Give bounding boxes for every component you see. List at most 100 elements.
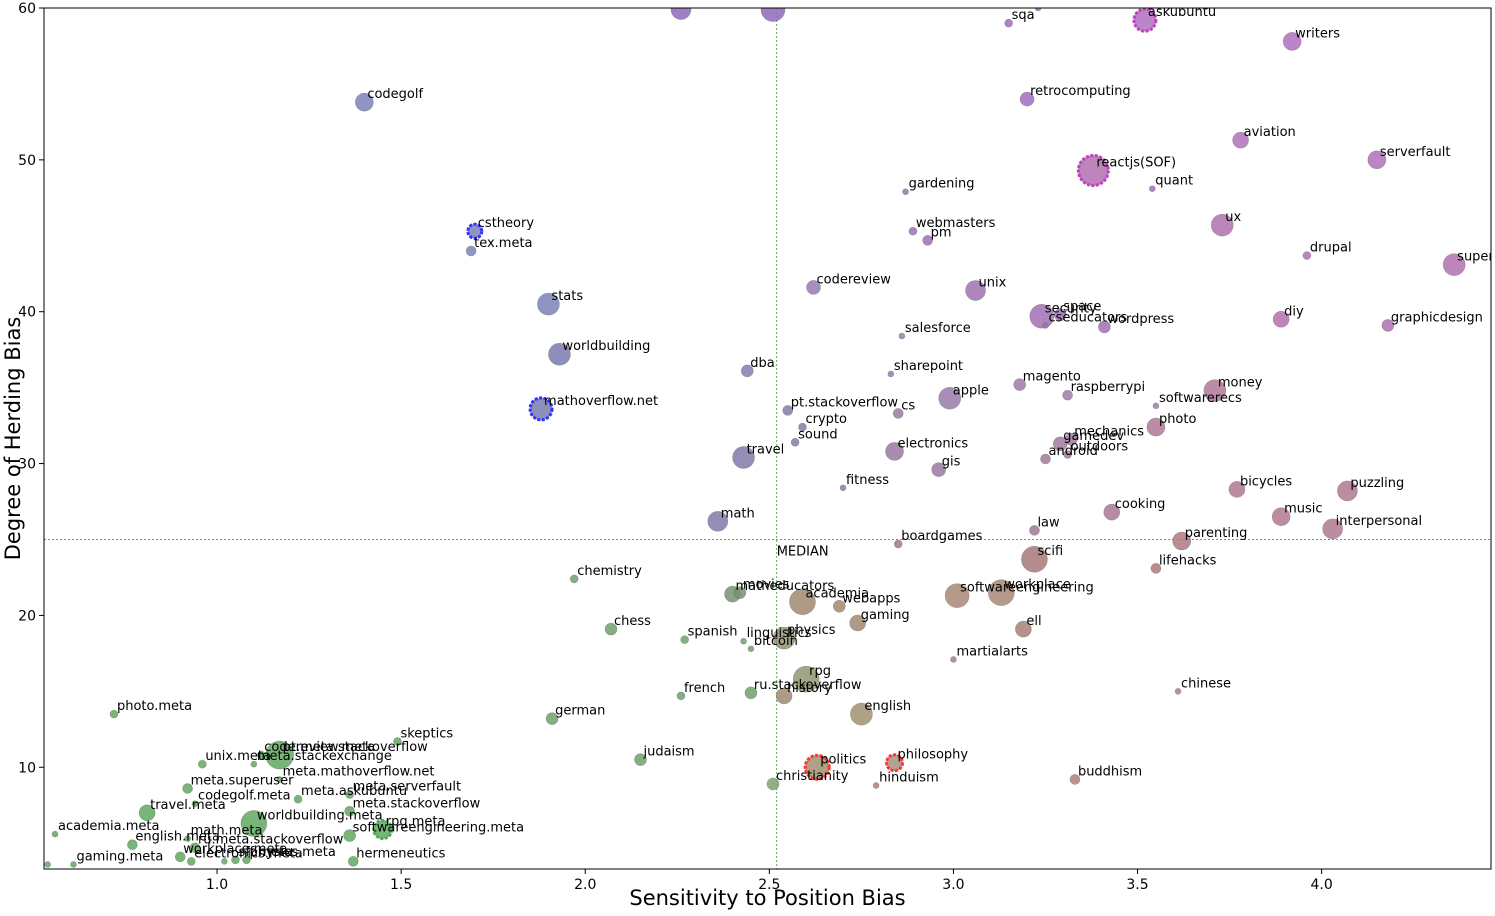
point-marker — [1042, 322, 1049, 329]
point-marker — [747, 645, 755, 653]
point-highlight-ring — [1076, 153, 1110, 187]
point-marker — [1272, 310, 1290, 328]
point-label: interpersonal — [1336, 514, 1422, 529]
point-label: raspberrypi — [1071, 380, 1146, 395]
point-label: datascience — [1317, 0, 1395, 3]
point-label: dba — [750, 356, 774, 371]
point-marker — [892, 408, 904, 419]
point-label: unix.meta — [205, 749, 271, 764]
point-marker — [950, 656, 957, 663]
point-label: quant — [1155, 174, 1193, 189]
point-label: stats — [551, 289, 583, 304]
point-label: superuser — [1457, 250, 1495, 265]
point-label: rpg — [809, 664, 831, 679]
point-label: salesforce — [905, 321, 971, 336]
point-label: ux — [1225, 210, 1241, 225]
point-highlight-ring — [372, 819, 394, 841]
point-label: travel.meta — [150, 798, 226, 813]
point-marker — [569, 574, 579, 584]
point-marker — [766, 777, 780, 791]
point-label: fitness — [846, 473, 889, 488]
point-label: scifi — [1037, 544, 1063, 559]
plot-frame — [43, 7, 1492, 870]
point-marker — [1150, 563, 1162, 574]
point-marker — [1013, 378, 1027, 391]
point-marker — [733, 586, 747, 599]
point-marker — [240, 810, 268, 837]
y-axis-ticks: 10 20 30 40 50 60 — [18, 1, 44, 776]
point-marker — [189, 842, 201, 854]
point-marker — [347, 856, 359, 867]
point-label: sharepoint — [894, 359, 963, 374]
point-marker — [265, 740, 294, 770]
point-label: webmasters — [916, 216, 996, 231]
point-marker — [1040, 453, 1051, 465]
point-marker — [1098, 320, 1111, 334]
point-label: travel — [747, 442, 785, 457]
point-marker — [1442, 253, 1466, 276]
point-label: pt.stackoverflow — [791, 395, 899, 410]
point-marker — [1069, 774, 1081, 785]
point-label: codegolf — [367, 87, 423, 102]
point-marker — [1282, 32, 1302, 51]
point-marker — [1210, 213, 1234, 237]
point-marker — [938, 386, 962, 410]
point-marker — [182, 783, 193, 794]
x-axis-ticks: 1.0 1.5 2.0 2.5 3.0 3.5 4.0 — [206, 869, 1333, 893]
point-marker — [186, 857, 196, 866]
point-label: sqa — [1012, 8, 1035, 23]
point-marker — [850, 702, 873, 726]
point-label: linguistics — [747, 626, 812, 641]
point-marker — [44, 861, 51, 868]
point-label: boardgames — [901, 529, 982, 544]
point-marker — [1271, 507, 1291, 527]
point-label: rpg.meta — [386, 815, 446, 830]
x-tick-label: 2.0 — [574, 877, 596, 893]
point-label: meta.serverfault — [353, 780, 462, 795]
point-marker — [256, 750, 266, 760]
x-axis-title: Sensitivity to Position Bias — [629, 886, 905, 910]
point-label: wordpress — [1107, 312, 1174, 327]
point-marker — [792, 665, 820, 693]
point-label: cstheory — [478, 216, 535, 231]
point-label: codereview — [817, 272, 892, 287]
point-marker — [1104, 0, 1112, 7]
point-marker — [1172, 531, 1192, 551]
point-label: codereview.meta — [264, 740, 375, 755]
point-marker — [732, 446, 755, 469]
point-label: softwareengineering.meta — [353, 821, 524, 836]
point-marker — [545, 712, 559, 725]
y-axis-title: Degree of Herding Bias — [1, 317, 25, 561]
point-marker — [772, 626, 796, 650]
point-label: codegolf.meta — [198, 789, 291, 804]
point-marker — [1228, 481, 1246, 498]
point-label: parenting — [1185, 526, 1248, 541]
point-marker — [944, 583, 970, 608]
point-label: physics.meta — [250, 845, 336, 860]
y-tick-label: 30 — [18, 457, 36, 473]
point-label: sff.meta — [238, 845, 292, 860]
point-label: gardening — [909, 177, 975, 192]
point-label: academia.meta — [58, 819, 159, 834]
point-label: serverfault — [1380, 145, 1451, 160]
point-label: diy — [1284, 304, 1304, 319]
point-label: puzzling — [1350, 476, 1404, 491]
point-marker — [1064, 432, 1078, 446]
point-marker — [1103, 503, 1121, 521]
point-label: gaming — [861, 608, 910, 623]
point-marker — [548, 342, 571, 366]
point-label: hinduism — [879, 770, 939, 785]
point-label: english.meta — [135, 830, 220, 845]
point-marker — [988, 579, 1015, 606]
point-label: outdoors — [1071, 439, 1129, 454]
point-marker — [231, 855, 240, 865]
x-tick-label: 1.0 — [206, 877, 228, 893]
point-marker — [893, 539, 903, 549]
point-label: cooking — [1115, 497, 1166, 512]
point-label: buddhism — [1078, 764, 1142, 779]
point-marker — [1052, 436, 1068, 452]
point-labels: mathematicatexethereumsqablenderaskubunt… — [58, 0, 1495, 864]
point-marker — [1148, 185, 1156, 193]
point-label: softwarerecs — [1159, 391, 1242, 406]
